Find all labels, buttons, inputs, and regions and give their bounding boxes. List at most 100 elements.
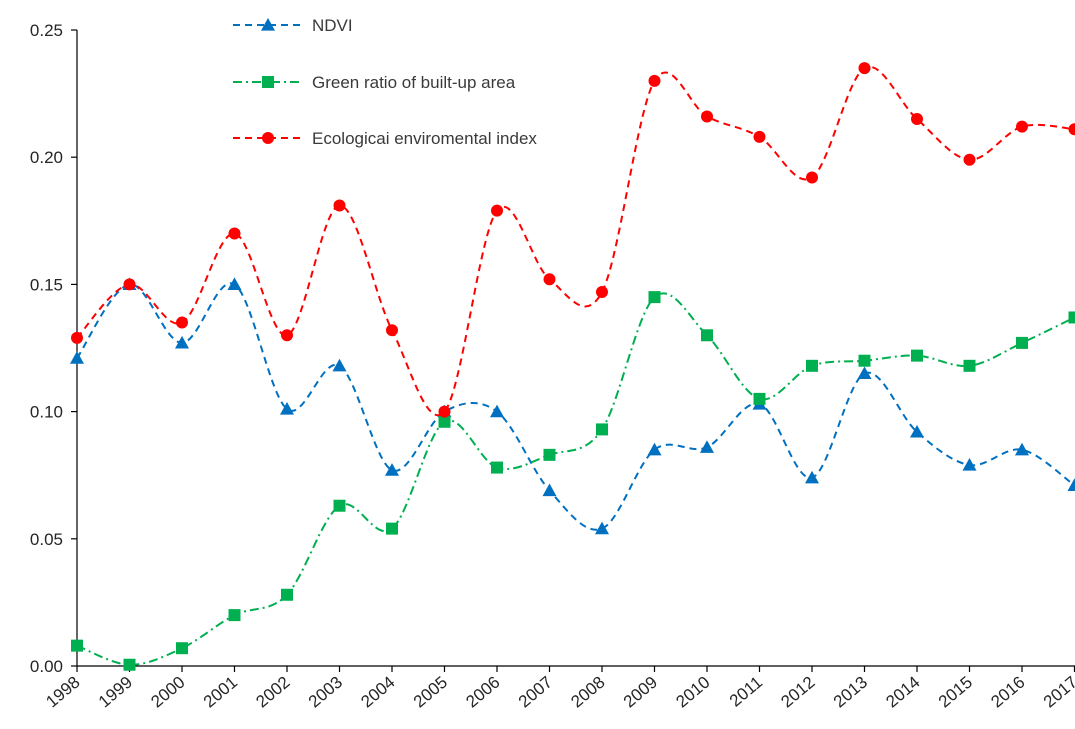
- data-point-ecologicai-enviromental-index: [71, 331, 83, 344]
- data-point-green-ratio-of-built-up-area: [438, 415, 451, 428]
- y-tick-label: 0.15: [30, 275, 63, 294]
- data-point-ecologicai-enviromental-index: [701, 110, 713, 123]
- x-tick-label: 2012: [777, 673, 818, 712]
- data-point-ecologicai-enviromental-index: [438, 405, 451, 418]
- data-point-ndvi: [175, 335, 189, 349]
- data-point-ndvi: [1067, 478, 1075, 491]
- data-point-green-ratio-of-built-up-area: [1068, 311, 1075, 324]
- data-point-green-ratio-of-built-up-area: [543, 448, 556, 461]
- x-tick-label: 2008: [567, 673, 608, 712]
- legend-label: Ecologicai enviromental index: [312, 129, 537, 148]
- data-point-ecologicai-enviromental-index: [1016, 120, 1028, 133]
- x-ticks: 1998 1999 2000 2001 2002 2003 2004 2005 2006 2007…: [42, 666, 1075, 711]
- data-point-ecologicai-enviromental-index: [596, 286, 608, 299]
- data-point-green-ratio-of-built-up-area: [281, 588, 293, 601]
- x-tick-label: 2003: [305, 673, 346, 712]
- x-tick-label: 2000: [147, 673, 188, 712]
- y-tick-label: 0.20: [30, 148, 63, 167]
- data-point-green-ratio-of-built-up-area: [176, 642, 188, 655]
- data-point-ecologicai-enviromental-index: [911, 113, 923, 126]
- x-tick-label: 2006: [462, 673, 503, 712]
- x-tick-label: 2014: [882, 673, 923, 712]
- data-point-green-ratio-of-built-up-area: [911, 349, 923, 362]
- legend-marker: [261, 18, 275, 31]
- data-point-ecologicai-enviromental-index: [806, 171, 818, 184]
- x-tick-label: 2004: [357, 673, 398, 712]
- data-point-ecologicai-enviromental-index: [648, 74, 661, 87]
- data-point-ndvi: [805, 470, 819, 484]
- data-point-green-ratio-of-built-up-area: [596, 423, 608, 436]
- data-point-ndvi: [595, 521, 609, 535]
- data-point-ecologicai-enviromental-index: [281, 329, 293, 342]
- data-point-ndvi: [857, 366, 872, 380]
- data-point-ndvi: [647, 442, 662, 456]
- legend-item-ndvi: NDVI: [233, 16, 353, 35]
- series-line-ndvi: [76, 282, 1075, 531]
- y-tick-label: 0.25: [30, 21, 63, 40]
- axes: [76, 30, 1075, 667]
- y-tick-label: 0.10: [30, 403, 63, 422]
- legend-marker: [262, 132, 274, 144]
- data-point-green-ratio-of-built-up-area: [333, 499, 346, 512]
- legend: NDVI Green ratio of built-up area Ecologic…: [233, 16, 537, 148]
- data-point-ndvi: [385, 463, 399, 476]
- x-tick-label: 2010: [672, 673, 713, 712]
- data-point-green-ratio-of-built-up-area: [1016, 336, 1028, 349]
- x-tick-label: 2013: [830, 673, 871, 712]
- y-tick-label: 0.05: [30, 530, 63, 549]
- data-point-ndvi: [910, 424, 924, 438]
- data-point-ecologicai-enviromental-index: [543, 273, 556, 286]
- data-point-ecologicai-enviromental-index: [333, 199, 346, 212]
- series-green-ratio-of-built-up-area: [71, 291, 1075, 671]
- data-point-green-ratio-of-built-up-area: [648, 291, 661, 304]
- x-tick-label: 2002: [252, 673, 293, 712]
- data-point-ecologicai-enviromental-index: [963, 153, 976, 166]
- series-line-ecologicai-enviromental-index: [76, 65, 1075, 416]
- data-point-ecologicai-enviromental-index: [753, 130, 766, 143]
- data-point-green-ratio-of-built-up-area: [71, 639, 83, 652]
- legend-label: NDVI: [312, 16, 353, 35]
- x-tick-label: 2017: [1040, 673, 1075, 712]
- data-point-green-ratio-of-built-up-area: [701, 329, 713, 342]
- x-tick-label: 1998: [42, 673, 83, 712]
- legend-marker: [262, 76, 274, 88]
- data-point-green-ratio-of-built-up-area: [963, 359, 976, 372]
- series-layer: [70, 62, 1075, 671]
- data-point-ecologicai-enviromental-index: [858, 62, 871, 75]
- data-point-green-ratio-of-built-up-area: [123, 658, 136, 671]
- legend-item-ecologicai-enviromental-index: Ecologicai enviromental index: [233, 129, 537, 148]
- data-point-ndvi: [1015, 442, 1029, 456]
- data-point-green-ratio-of-built-up-area: [491, 461, 503, 474]
- data-point-ecologicai-enviromental-index: [1068, 123, 1075, 136]
- legend-label: Green ratio of built-up area: [312, 73, 516, 92]
- data-point-ndvi: [70, 351, 84, 364]
- data-point-ndvi: [962, 458, 977, 471]
- x-tick-label: 2007: [515, 673, 556, 712]
- x-tick-label: 2015: [935, 673, 976, 712]
- legend-item-green-ratio-of-built-up-area: Green ratio of built-up area: [233, 73, 516, 92]
- data-point-ndvi: [227, 277, 242, 290]
- x-tick-label: 2005: [410, 673, 451, 712]
- data-point-green-ratio-of-built-up-area: [228, 609, 241, 622]
- y-ticks: 0.00 0.05 0.10 0.15 0.20 0.25: [30, 21, 77, 676]
- y-tick-label: 0.00: [30, 657, 63, 676]
- x-tick-label: 2016: [987, 673, 1028, 712]
- series-ndvi: [70, 277, 1075, 535]
- data-point-ecologicai-enviromental-index: [228, 227, 241, 240]
- data-point-ecologicai-enviromental-index: [123, 278, 136, 291]
- data-point-ecologicai-enviromental-index: [491, 204, 503, 217]
- data-point-ndvi: [700, 440, 714, 453]
- data-point-ndvi: [332, 358, 347, 372]
- data-point-ecologicai-enviromental-index: [176, 316, 188, 329]
- data-point-ndvi: [542, 483, 557, 497]
- data-point-ecologicai-enviromental-index: [386, 324, 398, 337]
- series-ecologicai-enviromental-index: [71, 62, 1075, 418]
- data-point-green-ratio-of-built-up-area: [753, 392, 766, 405]
- data-point-ndvi: [280, 402, 294, 415]
- series-line-green-ratio-of-built-up-area: [76, 292, 1075, 666]
- data-point-ndvi: [490, 404, 504, 418]
- x-tick-label: 2009: [620, 673, 661, 712]
- x-tick-label: 2001: [200, 673, 241, 712]
